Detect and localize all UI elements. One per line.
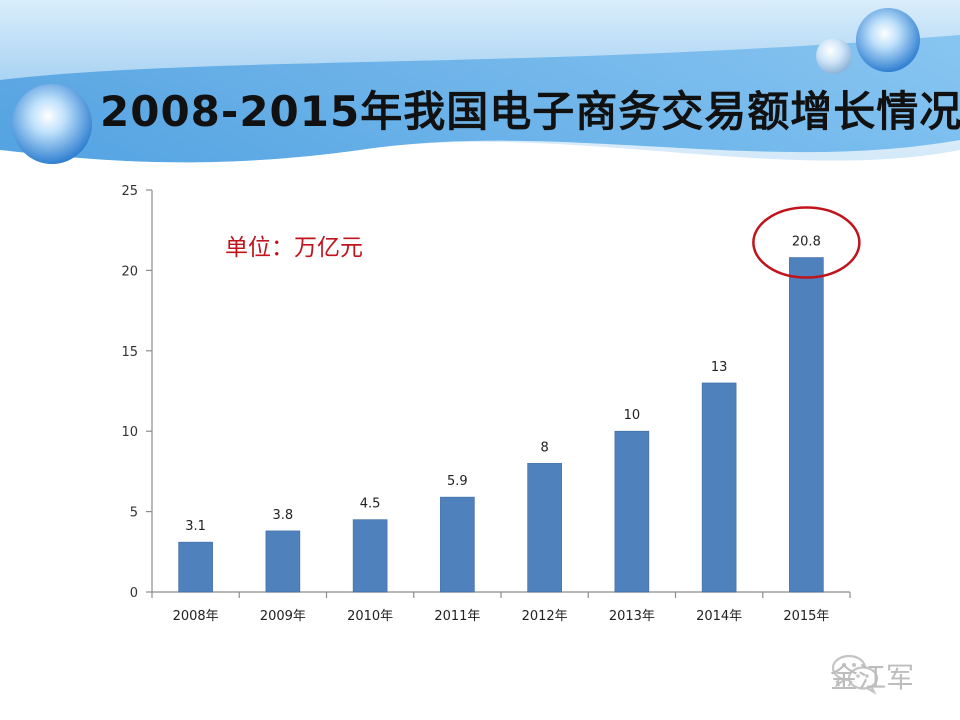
data-label: 4.5 xyxy=(360,497,381,512)
decorative-orb-right xyxy=(856,8,920,72)
data-label: 8 xyxy=(540,440,548,455)
bar xyxy=(440,496,475,593)
data-label: 3.8 xyxy=(273,508,294,523)
x-category-label: 2014年 xyxy=(696,609,742,624)
x-category-label: 2013年 xyxy=(609,609,655,624)
bar xyxy=(527,463,562,593)
y-tick-label: 0 xyxy=(130,586,138,601)
y-tick-label: 15 xyxy=(121,345,138,360)
decorative-orb-left xyxy=(12,84,92,164)
y-tick-label: 10 xyxy=(121,425,138,440)
x-category-label: 2010年 xyxy=(347,609,393,624)
data-label: 5.9 xyxy=(447,474,468,489)
bar xyxy=(265,530,301,593)
x-category-label: 2011年 xyxy=(434,609,480,624)
y-tick-label: 25 xyxy=(121,184,138,199)
x-category-label: 2008年 xyxy=(173,609,219,624)
watermark-text: 金江军 xyxy=(830,661,915,694)
bar xyxy=(614,430,650,593)
decorative-orb-small xyxy=(816,38,852,74)
bar xyxy=(701,382,737,593)
data-label: 13 xyxy=(711,360,728,375)
bar xyxy=(178,541,213,593)
slide-title: 2008-2015年我国电子商务交易额增长情况 xyxy=(100,87,960,136)
highlight-circle xyxy=(752,206,861,279)
x-category-label: 2009年 xyxy=(260,609,306,624)
x-category-label: 2012年 xyxy=(522,609,568,624)
y-tick-label: 20 xyxy=(121,264,138,279)
bar xyxy=(789,257,824,593)
header-banner xyxy=(0,0,960,200)
wechat-icon xyxy=(831,654,879,695)
data-label: 10 xyxy=(624,408,641,423)
x-category-label: 2015年 xyxy=(783,609,829,624)
bar xyxy=(352,519,388,593)
y-tick-label: 5 xyxy=(130,506,138,521)
unit-note: 单位：万亿元 xyxy=(225,235,363,261)
data-label: 3.1 xyxy=(185,519,206,534)
data-label: 20.8 xyxy=(792,235,821,250)
